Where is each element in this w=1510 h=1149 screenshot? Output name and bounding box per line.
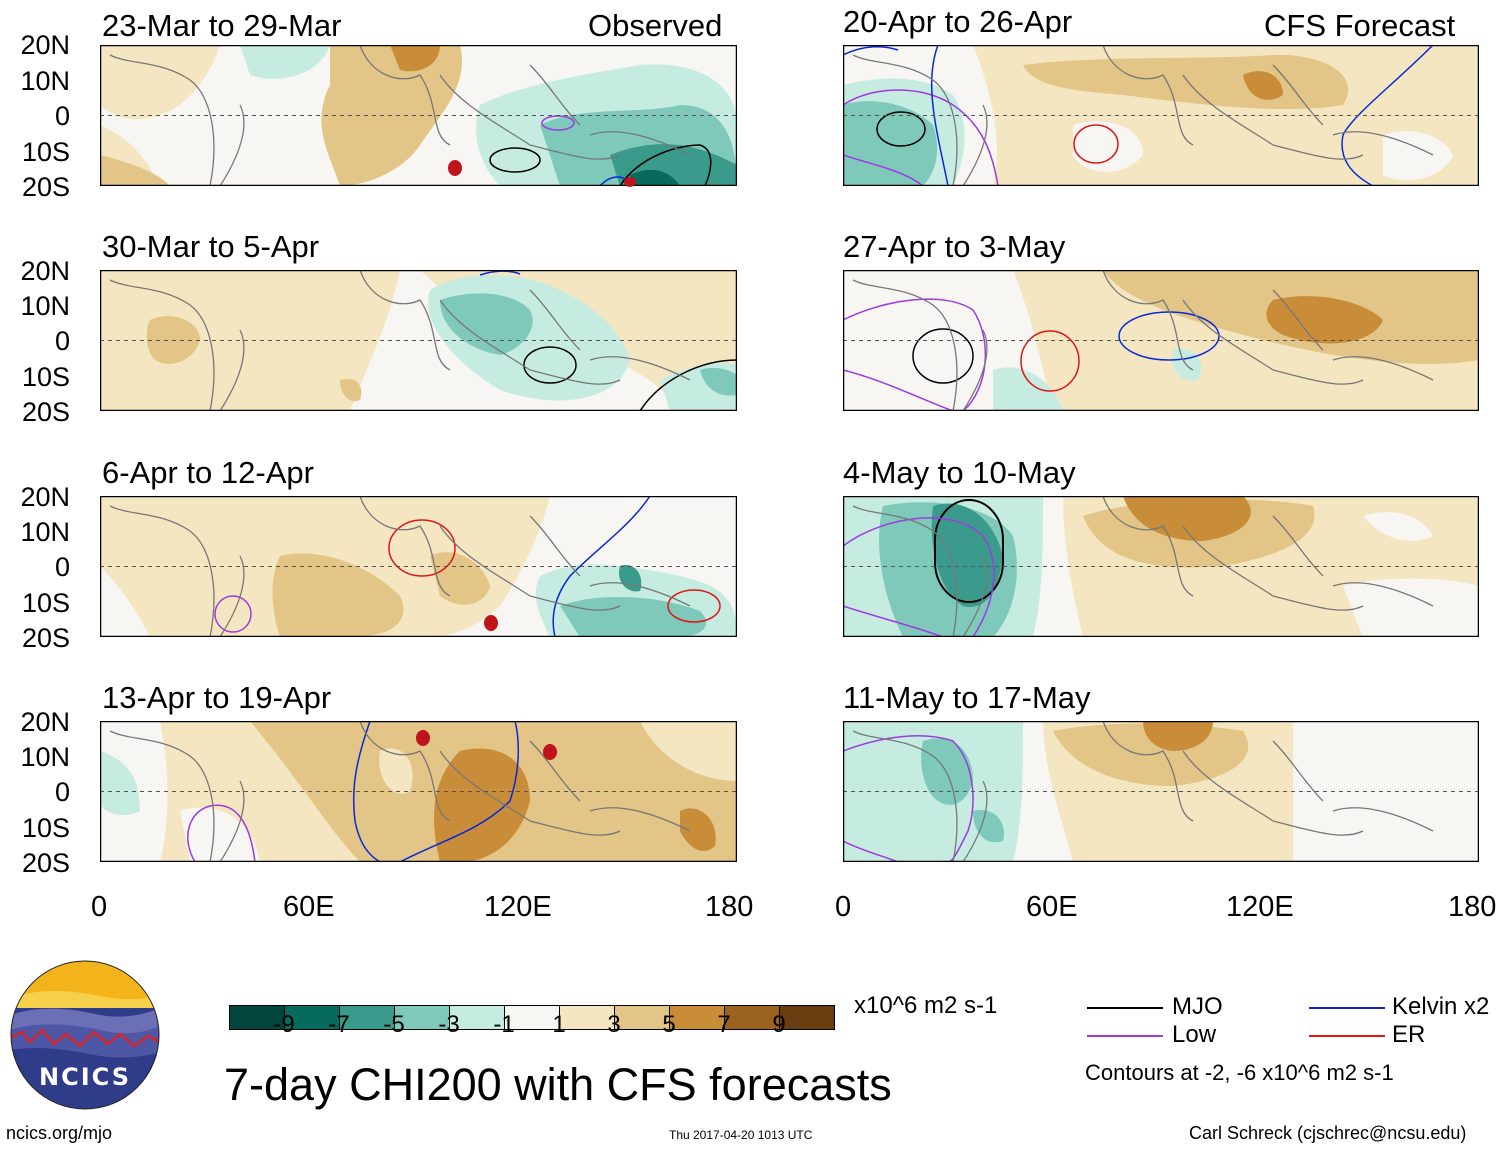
map-panel-fc-2 [843,270,1479,411]
lon-label: 60E [283,891,335,923]
colorbar-tick-label: 9 [772,1011,786,1038]
colorbar-box [449,1005,505,1030]
lat-label: 0 [54,777,70,807]
colorbar-tick-label: -1 [493,1011,515,1038]
legend-swatch-low [1087,1035,1163,1037]
lon-label: 120E [484,891,552,923]
panel-title-fc-3: 4-May to 10-May [843,455,1076,490]
panel-title-fc-1: 20-Apr to 26-Apr [843,4,1073,39]
colorbar-tick-label: 1 [552,1011,566,1038]
colorbar-box [779,1005,835,1030]
forecast-header: CFS Forecast [1264,8,1456,43]
lon-label: 0 [91,891,108,923]
lat-label: 10S [21,362,70,392]
lat-label: 10N [20,742,70,772]
colorbar-tick-label: -3 [438,1011,460,1038]
map-panel-obs-2 [100,270,737,411]
panel-title-fc-2: 27-Apr to 3-May [843,229,1066,264]
colorbar-box [504,1005,560,1030]
lat-label: 20N [20,707,70,737]
storm-marker-icon [448,160,462,176]
lat-label: 10N [20,517,70,547]
footer-author: Carl Schreck (cjschrec@ncsu.edu) [1189,1123,1467,1143]
map-panel-obs-1 [100,45,737,186]
lat-label: 10S [21,137,70,167]
lat-label: 20N [20,256,70,286]
storm-marker-icon [484,615,498,631]
colorbar [229,1005,835,1036]
lat-label: 20N [20,30,70,60]
lat-label: 10S [21,588,70,618]
lat-label: 0 [54,101,70,131]
colorbar-box [724,1005,780,1030]
legend-note: Contours at -2, -6 x10^6 m2 s-1 [1085,1060,1394,1085]
lat-label: 10N [20,66,70,96]
lon-label: 60E [1026,891,1078,923]
panel-title-obs-2: 30-Mar to 5-Apr [102,229,320,264]
map-panel-fc-4 [843,721,1479,862]
legend-label-kelvin: Kelvin x2 [1392,993,1490,1020]
colorbar-tick-label: -9 [273,1011,295,1038]
legend-swatch-kelvin [1309,1007,1385,1009]
colorbar-box [669,1005,725,1030]
main-title: 7-day CHI200 with CFS forecasts [224,1059,892,1110]
lon-label: 120E [1226,891,1294,923]
footer-url: ncics.org/mjo [6,1123,113,1143]
lat-label: 0 [54,552,70,582]
lat-label: 20S [21,397,70,427]
storm-marker-icon [624,177,636,187]
lat-label: 0 [54,326,70,356]
colorbar-tick-label: -5 [383,1011,405,1038]
colorbar-box [394,1005,450,1030]
legend-swatch-mjo [1087,1007,1163,1009]
panel-title-obs-1: 23-Mar to 29-Mar [102,8,342,43]
map-panel-fc-3 [843,496,1479,637]
panel-title-obs-3: 6-Apr to 12-Apr [102,455,314,490]
lat-label: 20S [21,623,70,653]
legend-label-mjo: MJO [1172,993,1223,1020]
storm-marker-icon [543,744,557,760]
observed-header: Observed [588,8,723,43]
lat-label: 10S [21,813,70,843]
legend-label-er: ER [1392,1021,1426,1048]
map-panel-obs-3 [100,496,737,637]
colorbar-tick-label: 7 [717,1011,731,1038]
logo-text: NCICS [39,1063,131,1091]
colorbar-tick-label: -7 [328,1011,350,1038]
lat-label: 20N [20,482,70,512]
map-panel-fc-1 [843,45,1479,186]
storm-marker-icon [416,730,430,746]
legend-swatch-er [1309,1035,1385,1037]
footer-timestamp: Thu 2017-04-20 1013 UTC [669,1128,813,1142]
lat-label: 20S [21,848,70,878]
panel-title-fc-4: 11-May to 17-May [843,680,1091,715]
colorbar-box [229,1005,285,1030]
lat-label: 10N [20,291,70,321]
lon-label: 0 [835,891,852,923]
ncics-logo: NCICS [10,960,160,1110]
colorbar-tick-label: 3 [607,1011,621,1038]
panel-title-obs-4: 13-Apr to 19-Apr [102,680,332,715]
legend-label-low: Low [1172,1021,1217,1048]
colorbar-tick-label: 5 [662,1011,676,1038]
lon-label: 180 [1448,891,1497,923]
colorbar-box [339,1005,395,1030]
lon-label: 180 [705,891,754,923]
colorbar-units: x10^6 m2 s-1 [854,992,998,1019]
lat-label: 20S [21,172,70,202]
